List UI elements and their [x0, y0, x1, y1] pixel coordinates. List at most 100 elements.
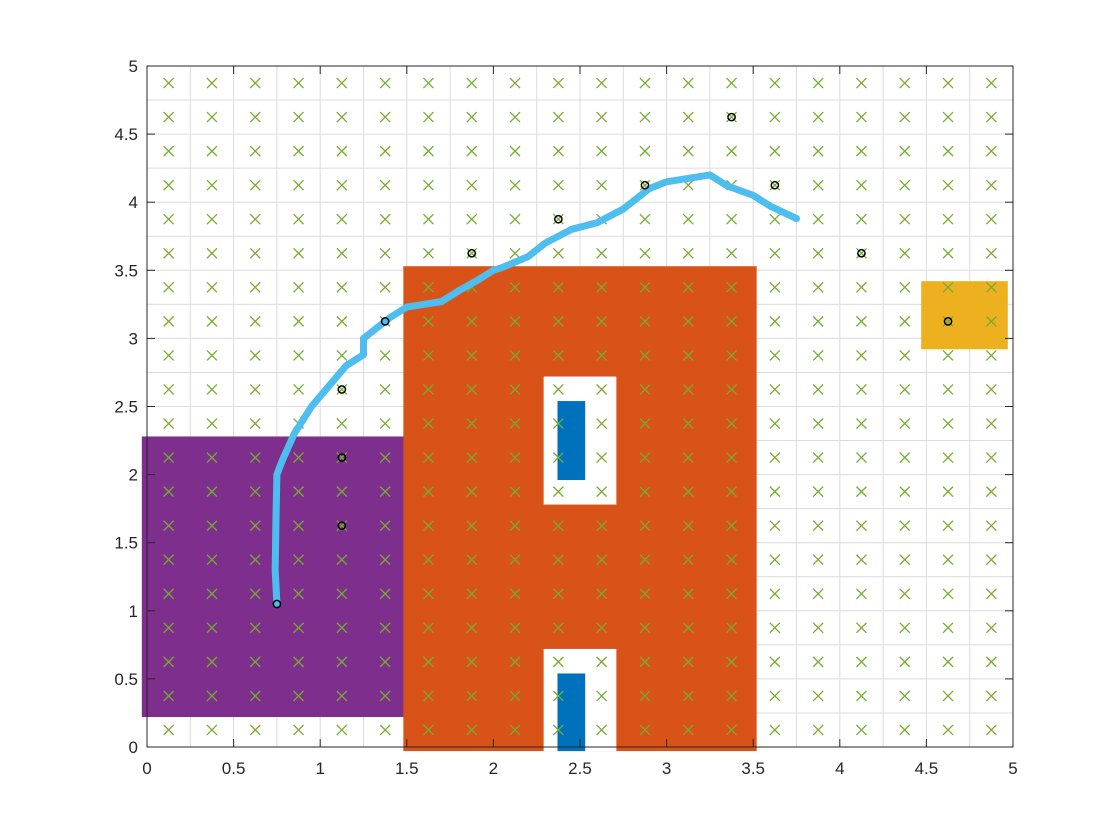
- y-tick-label: 1.5: [114, 534, 138, 553]
- x-marker: [942, 111, 954, 123]
- x-marker: [206, 145, 218, 157]
- x-marker: [379, 554, 391, 566]
- x-marker: [336, 213, 348, 225]
- x-marker: [379, 145, 391, 157]
- x-marker: [249, 77, 261, 89]
- x-tick-label: 0: [142, 759, 151, 778]
- x-marker: [249, 349, 261, 361]
- circle-marker: [770, 180, 780, 190]
- x-marker: [249, 486, 261, 498]
- x-tick-label: 4: [835, 759, 844, 778]
- x-marker: [855, 111, 867, 123]
- x-marker: [899, 179, 911, 191]
- circle-markers: [272, 112, 953, 609]
- x-marker: [552, 588, 564, 600]
- x-marker: [422, 724, 434, 736]
- x-marker: [769, 486, 781, 498]
- x-marker: [639, 281, 651, 293]
- x-marker: [985, 656, 997, 668]
- x-marker: [596, 111, 608, 123]
- x-marker: [509, 724, 521, 736]
- x-marker: [639, 315, 651, 327]
- x-marker: [855, 384, 867, 395]
- x-marker: [163, 281, 175, 293]
- x-marker: [942, 724, 954, 736]
- x-marker: [206, 77, 218, 89]
- x-marker: [726, 690, 738, 702]
- x-marker: [726, 452, 738, 464]
- x-marker: [379, 281, 391, 293]
- x-marker: [812, 145, 824, 157]
- x-marker: [726, 384, 738, 395]
- x-marker: [422, 213, 434, 225]
- x-marker: [552, 281, 564, 293]
- x-marker: [899, 724, 911, 736]
- x-marker: [422, 247, 434, 259]
- x-marker: [293, 213, 305, 225]
- circle-marker: [467, 248, 477, 258]
- x-marker: [726, 588, 738, 600]
- x-marker: [163, 724, 175, 736]
- x-marker: [509, 384, 521, 395]
- x-marker: [422, 281, 434, 293]
- x-marker: [552, 486, 564, 498]
- x-marker: [422, 315, 434, 327]
- x-marker: [293, 349, 305, 361]
- x-marker: [769, 656, 781, 668]
- x-marker: [293, 724, 305, 736]
- x-marker: [249, 588, 261, 600]
- x-marker: [682, 452, 694, 464]
- x-tick-label: 4.5: [915, 759, 939, 778]
- x-marker: [682, 77, 694, 89]
- x-marker: [552, 656, 564, 668]
- x-marker: [509, 145, 521, 157]
- x-marker: [293, 656, 305, 668]
- x-marker: [596, 179, 608, 191]
- x-marker: [985, 247, 997, 259]
- x-marker: [899, 111, 911, 123]
- x-marker: [769, 111, 781, 123]
- x-marker: [552, 145, 564, 157]
- x-marker: [163, 554, 175, 566]
- x-marker: [726, 520, 738, 532]
- x-marker: [379, 690, 391, 702]
- x-marker: [769, 622, 781, 634]
- x-marker: [206, 724, 218, 736]
- x-marker: [466, 349, 478, 361]
- x-marker: [769, 690, 781, 702]
- x-marker: [682, 520, 694, 532]
- x-marker: [336, 452, 348, 464]
- x-marker: [163, 452, 175, 464]
- x-marker: [639, 656, 651, 668]
- x-marker: [596, 656, 608, 668]
- circle-marker: [554, 214, 563, 224]
- x-marker: [422, 690, 434, 702]
- x-tick-label: 5: [1008, 759, 1017, 778]
- path-lines: [271, 171, 800, 608]
- circle-marker: [857, 248, 866, 258]
- x-marker: [163, 690, 175, 702]
- x-marker: [509, 179, 521, 191]
- circle-marker: [337, 385, 347, 394]
- x-marker: [336, 315, 348, 327]
- y-tick-label: 4.5: [114, 125, 138, 144]
- x-marker: [985, 622, 997, 634]
- x-marker: [336, 588, 348, 600]
- x-marker: [899, 622, 911, 634]
- x-marker: [726, 554, 738, 566]
- region-rect: [557, 401, 586, 481]
- x-marker: [206, 281, 218, 293]
- x-marker: [855, 145, 867, 157]
- x-marker: [422, 486, 434, 498]
- x-marker: [812, 213, 824, 225]
- x-marker: [726, 622, 738, 634]
- x-tick-label: 3.5: [741, 759, 765, 778]
- x-marker: [422, 588, 434, 600]
- x-marker: [769, 247, 781, 259]
- x-marker: [249, 690, 261, 702]
- x-marker: [552, 77, 564, 89]
- x-marker: [163, 179, 175, 191]
- x-marker: [336, 724, 348, 736]
- x-marker: [163, 349, 175, 361]
- x-marker: [942, 588, 954, 600]
